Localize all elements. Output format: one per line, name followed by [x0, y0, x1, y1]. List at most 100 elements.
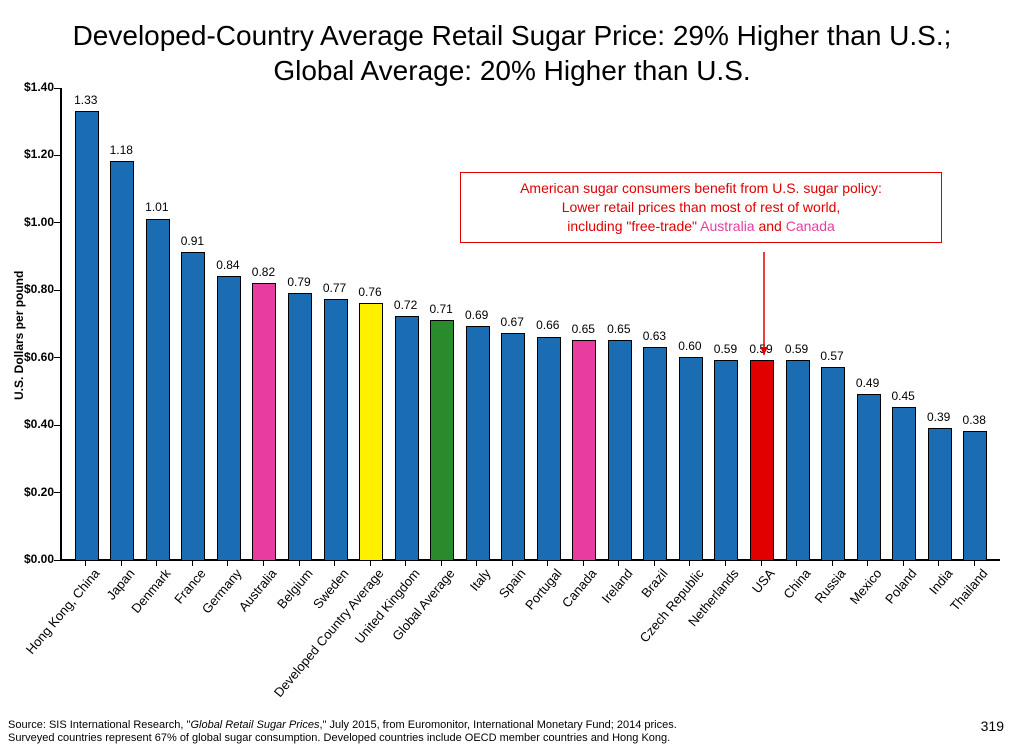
bar: [572, 340, 596, 560]
bar-value-label: 0.76: [350, 285, 390, 299]
bar-value-label: 0.38: [954, 413, 994, 427]
x-tick-mark: [227, 560, 228, 566]
bar-value-label: 0.63: [634, 329, 674, 343]
callout-line2: Lower retail prices than most of rest of…: [471, 198, 931, 217]
bar-value-label: 0.66: [528, 318, 568, 332]
callout-line1: American sugar consumers benefit from U.…: [471, 179, 931, 198]
bar: [537, 337, 561, 561]
bar-value-label: 1.33: [66, 93, 106, 107]
bar: [786, 360, 810, 560]
x-tick-mark: [85, 560, 86, 566]
y-tick-label: $1.20: [10, 147, 54, 161]
x-tick-mark: [796, 560, 797, 566]
bar: [857, 394, 881, 560]
bar: [892, 407, 916, 560]
y-tick-label: $1.40: [10, 80, 54, 94]
page-number: 319: [981, 718, 1004, 734]
bar-value-label: 0.77: [315, 281, 355, 295]
bar: [501, 333, 525, 560]
x-tick-mark: [654, 560, 655, 566]
callout-line3: including "free-trade" Australia and Can…: [471, 217, 931, 236]
bar-value-label: 0.49: [848, 376, 888, 390]
page-root: Developed-Country Average Retail Sugar P…: [0, 0, 1024, 752]
x-tick-mark: [583, 560, 584, 566]
bar-value-label: 0.59: [777, 342, 817, 356]
bar-value-label: 0.72: [386, 298, 426, 312]
bar: [324, 299, 348, 560]
x-tick-mark: [121, 560, 122, 566]
bar: [928, 428, 952, 560]
y-tick-label: $0.80: [10, 282, 54, 296]
bar: [430, 320, 454, 560]
x-tick-mark: [725, 560, 726, 566]
x-tick-mark: [299, 560, 300, 566]
source-line1: Source: SIS International Research, "Glo…: [8, 719, 677, 733]
x-tick-mark: [405, 560, 406, 566]
bar-value-label: 1.01: [137, 200, 177, 214]
x-tick-mark: [547, 560, 548, 566]
chart-title: Developed-Country Average Retail Sugar P…: [0, 18, 1024, 88]
source-line2: Surveyed countries represent 67% of glob…: [8, 732, 677, 746]
bar: [75, 111, 99, 560]
x-tick-mark: [192, 560, 193, 566]
bar: [466, 326, 490, 560]
y-tick-mark: [54, 88, 60, 89]
bar-value-label: 0.69: [457, 308, 497, 322]
x-tick-mark: [441, 560, 442, 566]
x-tick-mark: [903, 560, 904, 566]
x-tick-mark: [476, 560, 477, 566]
y-tick-mark: [54, 222, 60, 223]
bar: [679, 357, 703, 560]
chart-title-line2: Global Average: 20% Higher than U.S.: [0, 53, 1024, 88]
bar: [963, 431, 987, 560]
x-tick-mark: [512, 560, 513, 566]
y-tick-mark: [54, 492, 60, 493]
bar: [821, 367, 845, 560]
y-tick-mark: [54, 425, 60, 426]
x-tick-mark: [832, 560, 833, 566]
bar: [643, 347, 667, 560]
bar-value-label: 0.82: [243, 265, 283, 279]
bar: [252, 283, 276, 560]
bar: [146, 219, 170, 561]
y-tick-label: $0.40: [10, 417, 54, 431]
y-tick-mark: [54, 155, 60, 156]
bar-value-label: 0.79: [279, 275, 319, 289]
bar: [181, 252, 205, 560]
bar: [395, 316, 419, 560]
x-tick-mark: [689, 560, 690, 566]
y-tick-mark: [54, 290, 60, 291]
x-tick-mark: [370, 560, 371, 566]
x-tick-mark: [618, 560, 619, 566]
y-tick-mark: [54, 560, 60, 561]
x-tick-mark: [867, 560, 868, 566]
bar-value-label: 1.18: [101, 143, 141, 157]
x-tick-mark: [156, 560, 157, 566]
bar: [110, 161, 134, 560]
bar-value-label: 0.59: [705, 342, 745, 356]
bar-value-label: 0.71: [421, 302, 461, 316]
bar: [359, 303, 383, 560]
source-note: Source: SIS International Research, "Glo…: [8, 719, 677, 747]
bar-value-label: 0.60: [670, 339, 710, 353]
y-tick-label: $0.20: [10, 485, 54, 499]
bar-value-label: 0.57: [812, 349, 852, 363]
y-tick-label: $1.00: [10, 215, 54, 229]
bar-value-label: 0.84: [208, 258, 248, 272]
x-tick-mark: [334, 560, 335, 566]
bar: [288, 293, 312, 560]
bar-value-label: 0.91: [172, 234, 212, 248]
y-axis-line: [60, 88, 62, 560]
chart-title-line1: Developed-Country Average Retail Sugar P…: [0, 18, 1024, 53]
bar-value-label: 0.67: [492, 315, 532, 329]
bar: [217, 276, 241, 560]
x-tick-mark: [974, 560, 975, 566]
y-tick-label: $0.60: [10, 350, 54, 364]
bar: [714, 360, 738, 560]
bar-value-label: 0.45: [883, 389, 923, 403]
y-tick-label: $0.00: [10, 552, 54, 566]
x-tick-mark: [761, 560, 762, 566]
callout-box: American sugar consumers benefit from U.…: [460, 172, 942, 243]
bar: [750, 360, 774, 560]
bar-value-label: 0.59: [741, 342, 781, 356]
